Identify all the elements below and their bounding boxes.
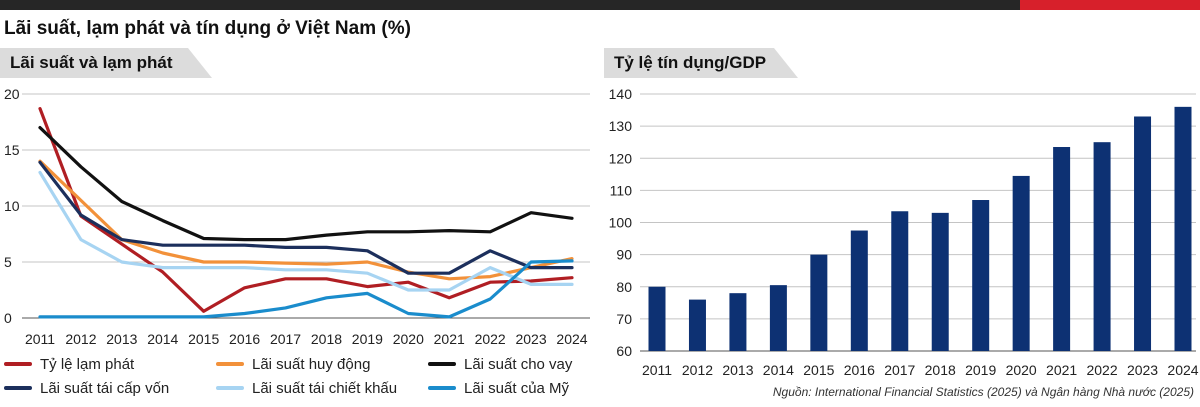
bar-chart-x-tick: 2021: [1046, 362, 1077, 378]
bar-chart-x-tick: 2011: [642, 362, 672, 378]
bar-chart-x-tick: 2019: [965, 362, 996, 378]
top-bar: [0, 0, 1200, 10]
bar-chart-x-tick: 2022: [1086, 362, 1117, 378]
bar-2017: [891, 211, 909, 351]
bar-2016: [850, 230, 868, 351]
line-chart-y-tick: 5: [4, 254, 12, 270]
series-line-lai-suat-tai-cap-von: [38, 160, 574, 275]
bar-chart-y-tick: 90: [616, 247, 632, 263]
bar-chart-x-tick: 2024: [1167, 362, 1198, 378]
legend-label-lai-suat-cho-vay: Lãi suất cho vay: [464, 356, 573, 373]
line-chart-x-tick: 2020: [393, 331, 424, 347]
line-chart-x-tick: 2021: [434, 331, 465, 347]
line-chart-y-tick: 10: [4, 198, 20, 214]
line-chart-x-tick: 2024: [556, 331, 587, 347]
line-chart-x-tick: 2017: [270, 331, 301, 347]
bar-2014: [769, 285, 787, 351]
legend-label-lai-suat-tai-chiet-khau: Lãi suất tái chiết khấu: [252, 380, 397, 397]
line-chart-x-tick: 2015: [188, 331, 219, 347]
line-chart-y-tick: 0: [4, 310, 12, 326]
line-chart-x-tick: 2013: [106, 331, 137, 347]
series-line-lai-suat-cho-vay: [38, 125, 574, 242]
legend-label-lai-suat-cua-my: Lãi suất của Mỹ: [464, 380, 570, 397]
series-line-lai-suat-cua-my: [38, 259, 574, 319]
line-chart-x-tick: 2011: [25, 331, 55, 347]
bar-chart-y-tick: 60: [616, 343, 632, 359]
bar-chart-x-tick: 2018: [925, 362, 956, 378]
bar-2019: [972, 200, 990, 351]
bar-2011: [648, 286, 666, 351]
bar-chart-x-tick: 2012: [682, 362, 713, 378]
bar-chart-x-tick: 2016: [844, 362, 875, 378]
bar-chart-x-tick: 2014: [763, 362, 794, 378]
bar-2015: [810, 254, 828, 351]
line-chart-x-tick: 2014: [147, 331, 178, 347]
source-note: Nguồn: International Financial Statistic…: [772, 385, 1194, 399]
bar-chart-x-tick: 2023: [1127, 362, 1158, 378]
line-chart-x-tick: 2019: [352, 331, 383, 347]
legend-label-lai-suat-huy-dong: Lãi suất huy động: [252, 356, 370, 373]
bar-chart-y-tick: 120: [609, 150, 633, 166]
line-chart-y-tick: 15: [4, 142, 20, 158]
bar-2024: [1174, 106, 1192, 351]
line-chart-x-tick: 2018: [311, 331, 342, 347]
line-chart-x-tick: 2023: [515, 331, 546, 347]
bar-chart-x-tick: 2017: [884, 362, 915, 378]
bar-2012: [688, 299, 706, 351]
bar-chart-y-tick: 140: [609, 86, 633, 102]
line-chart-y-tick: 20: [4, 86, 20, 102]
bar-2013: [729, 293, 747, 351]
bar-chart-x-tick: 2015: [803, 362, 834, 378]
top-bar-accent: [1020, 0, 1200, 10]
legend-label-lai-suat-tai-cap-von: Lãi suất tái cấp vốn: [40, 380, 169, 397]
bar-chart-y-tick: 110: [610, 182, 633, 198]
bar-chart-y-tick: 70: [616, 311, 632, 327]
series-line-lai-suat-tai-chiet-khau: [38, 170, 574, 292]
bar-2018: [931, 212, 949, 351]
bar-2021: [1053, 147, 1071, 351]
bar-2023: [1134, 116, 1152, 351]
figure-title: Lãi suất, lạm phát và tín dụng ở Việt Na…: [4, 18, 411, 39]
bar-chart-y-tick: 130: [609, 118, 633, 134]
bar-chart-y-tick: 100: [609, 215, 633, 231]
line-chart-x-tick: 2016: [229, 331, 260, 347]
bar-chart-y-tick: 80: [616, 279, 632, 295]
bar-chart-header: Tỷ lệ tín dụng/GDP: [604, 48, 798, 78]
legend-label-ty-le-lam-phat: Tỷ lệ lạm phát: [40, 356, 135, 373]
line-chart-x-tick: 2012: [65, 331, 96, 347]
bar-chart-x-tick: 2013: [722, 362, 753, 378]
bar-2020: [1012, 175, 1030, 351]
line-chart-x-tick: 2022: [475, 331, 506, 347]
bar-2022: [1093, 142, 1111, 351]
series-line-ty-le-lam-phat: [38, 106, 574, 313]
bar-chart-x-tick: 2020: [1006, 362, 1037, 378]
line-chart-header: Lãi suất và lạm phát: [0, 48, 212, 78]
